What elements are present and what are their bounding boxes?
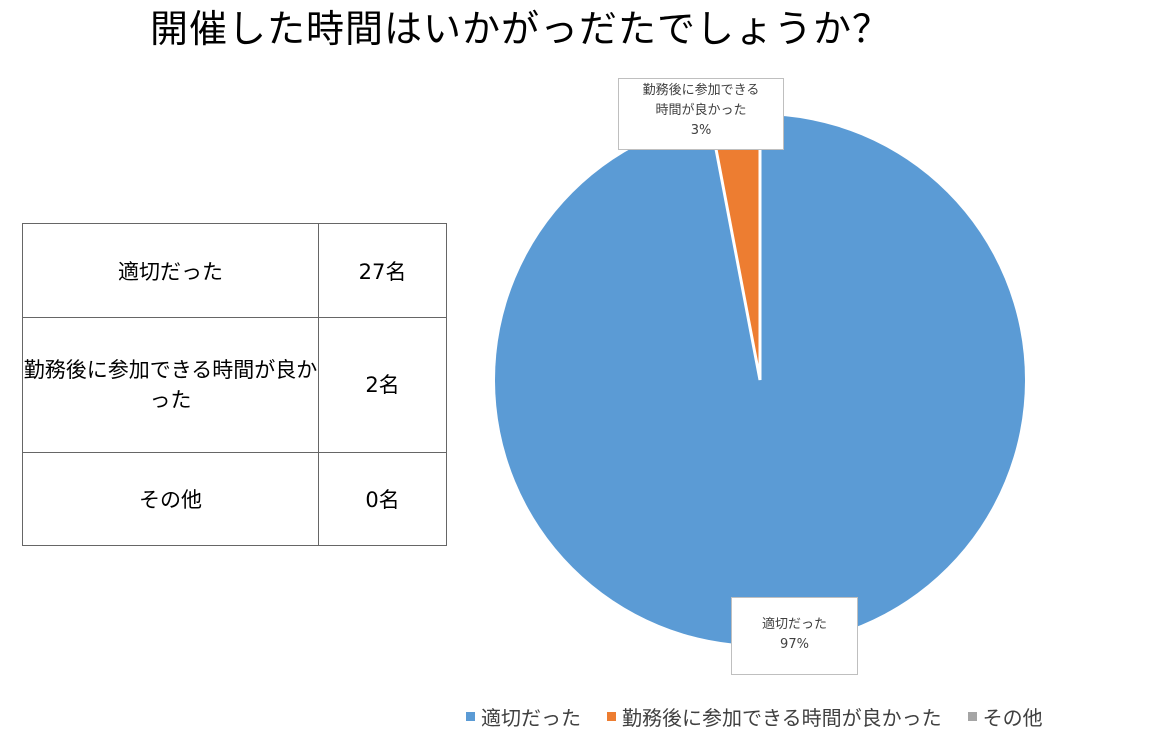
data-label-percent: 3% <box>690 123 712 138</box>
legend-swatch-icon <box>607 712 616 721</box>
legend-item: その他 <box>967 702 1043 731</box>
chart-legend: 適切だった 勤務後に参加できる時間が良かった その他 <box>466 702 1069 731</box>
legend-swatch-icon <box>967 712 977 721</box>
row-label: その他 <box>22 452 319 546</box>
legend-label: 勤務後に参加できる時間が良かった <box>622 706 942 730</box>
row-value: 0名 <box>318 452 447 546</box>
legend-label: 適切だった <box>481 706 581 730</box>
data-label-percent: 97% <box>780 637 809 652</box>
row-label: 勤務後に参加できる時間が良かった <box>22 317 319 453</box>
legend-label: その他 <box>982 706 1043 730</box>
data-label-after-work: 勤務後に参加できる 時間が良かった 3% <box>618 78 784 150</box>
chart-title: 開催した時間はいかがっだたでしょうか？ <box>150 7 892 51</box>
data-label-appropriate: 適切だった 97% <box>731 597 858 675</box>
legend-item: 適切だった <box>466 702 581 731</box>
data-label-text: 適切だった <box>761 617 827 632</box>
legend-item: 勤務後に参加できる時間が良かった <box>607 702 942 731</box>
data-label-text: 勤務後に参加できる <box>642 83 760 98</box>
data-label-text: 時間が良かった <box>655 103 747 118</box>
summary-table: 適切だった 27名 勤務後に参加できる時間が良かった 2名 その他 0名 <box>22 223 447 546</box>
row-label: 適切だった <box>22 223 319 318</box>
table-row: 勤務後に参加できる時間が良かった 2名 <box>22 317 447 453</box>
table-row: その他 0名 <box>22 452 447 546</box>
legend-swatch-icon <box>466 712 475 721</box>
